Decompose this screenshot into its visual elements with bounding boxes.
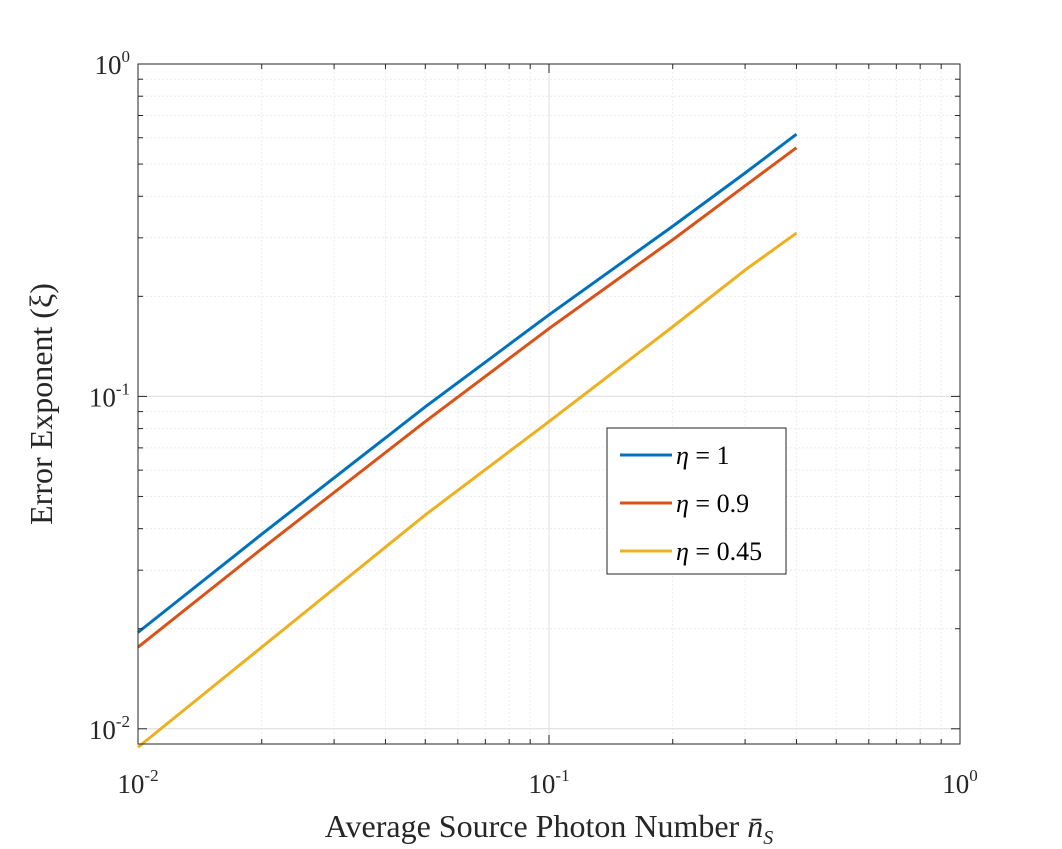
x-tick-labels: 10-2 10-1 100 — [117, 766, 977, 799]
legend: η = 1 η = 0.9 η = 0.45 — [606, 427, 787, 575]
y-tick-label: 10-2 — [89, 712, 130, 745]
legend-label: η = 1 — [676, 441, 730, 470]
series-line-0 — [137, 132, 798, 634]
x-tick-label: 100 — [942, 766, 978, 799]
x-axis-title: Average Source Photon Number n̄S — [325, 808, 773, 849]
grid — [137, 63, 961, 745]
series-lines — [137, 132, 798, 749]
y-tick-labels: 10-2 10-1 100 — [89, 47, 130, 745]
y-tick-label: 100 — [95, 47, 131, 80]
axis-ticks — [137, 63, 961, 745]
legend-label: η = 0.9 — [676, 489, 749, 518]
series-line-2 — [137, 231, 798, 749]
y-tick-label: 10-1 — [89, 379, 130, 412]
x-tick-label: 10-1 — [528, 766, 569, 799]
y-axis-title: Error Exponent (ξ) — [23, 283, 59, 525]
series-line-1 — [137, 146, 798, 649]
x-tick-label: 10-2 — [117, 766, 158, 799]
legend-label: η = 0.45 — [676, 537, 762, 566]
